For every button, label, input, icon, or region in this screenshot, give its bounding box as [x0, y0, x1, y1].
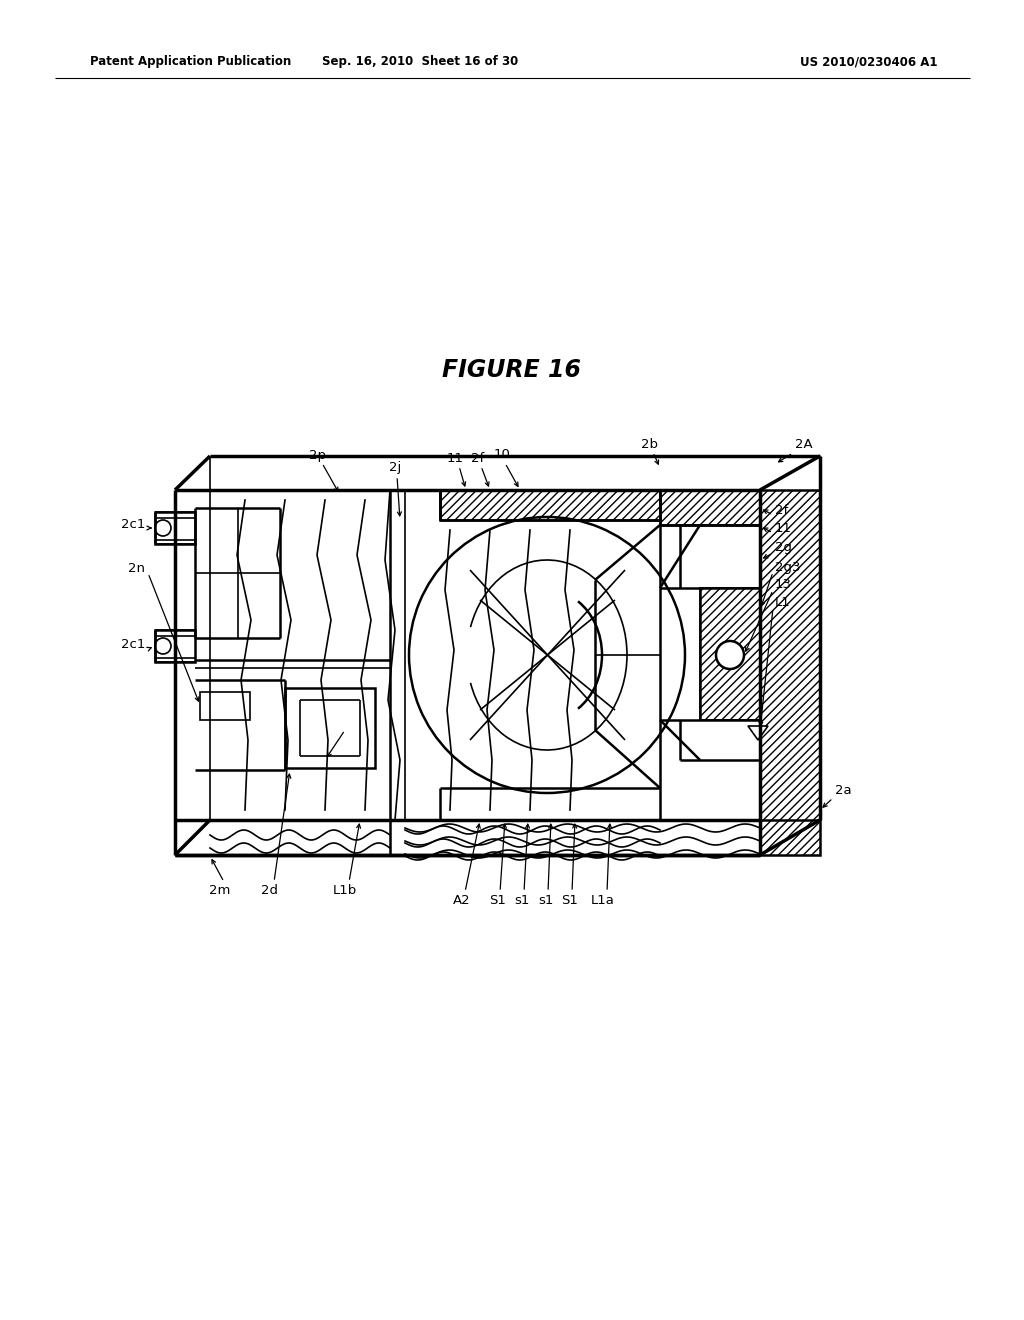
Text: 2d: 2d [261, 883, 279, 896]
Polygon shape [748, 726, 768, 741]
Text: 2c1: 2c1 [121, 639, 145, 652]
Bar [700, 587, 760, 719]
Text: 2b: 2b [641, 437, 658, 450]
Circle shape [155, 520, 171, 536]
Text: L1a: L1a [591, 894, 615, 907]
Text: 2f: 2f [775, 503, 788, 516]
Text: S1: S1 [489, 894, 507, 907]
Bar [760, 490, 820, 855]
Bar [285, 688, 375, 768]
Text: Patent Application Publication: Patent Application Publication [90, 55, 291, 69]
Text: Sep. 16, 2010  Sheet 16 of 30: Sep. 16, 2010 Sheet 16 of 30 [322, 55, 518, 69]
Text: 2j: 2j [389, 462, 401, 474]
Text: 10: 10 [494, 449, 510, 462]
Text: s1: s1 [514, 894, 529, 907]
Text: 2f: 2f [471, 451, 484, 465]
Text: 2m: 2m [209, 883, 230, 896]
Text: 11: 11 [775, 521, 792, 535]
Text: s1: s1 [539, 894, 554, 907]
Text: 2c1: 2c1 [121, 517, 145, 531]
Text: FIGURE 16: FIGURE 16 [442, 358, 582, 381]
Text: 2g: 2g [775, 541, 792, 554]
Text: 11: 11 [446, 451, 464, 465]
Text: 2A: 2A [795, 438, 813, 451]
Bar [440, 490, 660, 520]
Bar [200, 692, 250, 719]
Circle shape [716, 642, 744, 669]
Text: 13: 13 [775, 578, 792, 591]
Text: 2a: 2a [835, 784, 852, 796]
Text: 2n: 2n [128, 561, 145, 574]
Text: L1b: L1b [333, 883, 357, 896]
Bar [660, 490, 760, 525]
Text: L1: L1 [775, 595, 791, 609]
Circle shape [155, 638, 171, 653]
Text: A2: A2 [454, 894, 471, 907]
Text: 2g3: 2g3 [775, 561, 801, 573]
Text: S1: S1 [561, 894, 579, 907]
Text: 2p: 2p [309, 449, 327, 462]
Bar [155, 630, 195, 663]
Bar [155, 512, 195, 544]
Text: US 2010/0230406 A1: US 2010/0230406 A1 [800, 55, 938, 69]
